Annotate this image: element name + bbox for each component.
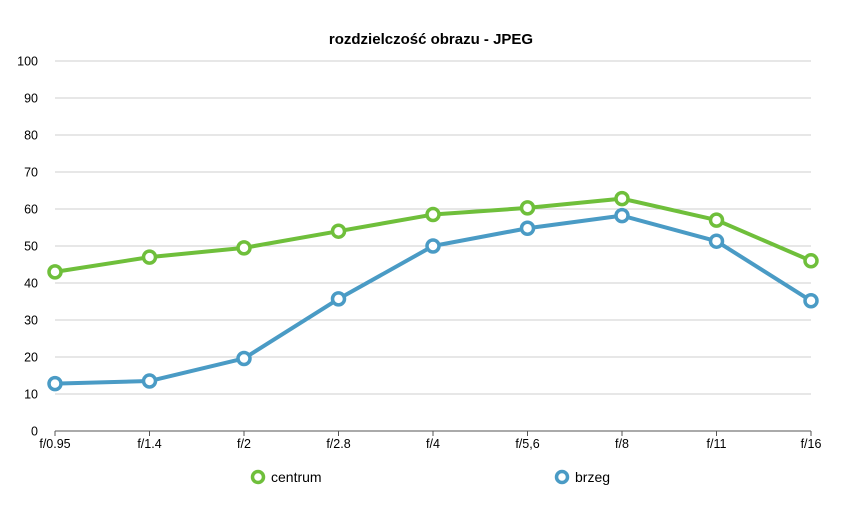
data-point — [236, 240, 252, 256]
series-layer — [47, 190, 819, 392]
x-tick-label: f/5,6 — [515, 437, 539, 451]
data-point — [519, 200, 536, 216]
y-tick-label: 20 — [24, 351, 38, 365]
legend: centrum brzeg — [250, 469, 610, 485]
series-centrum — [47, 190, 819, 280]
legend-label: centrum — [271, 469, 322, 485]
x-tick-label: f/8 — [615, 437, 629, 451]
data-point — [141, 249, 158, 265]
data-point — [425, 206, 441, 223]
data-point — [519, 220, 536, 236]
y-tick-label: 100 — [17, 55, 38, 69]
y-tick-label: 60 — [24, 203, 38, 217]
data-point — [47, 375, 63, 392]
data-point — [803, 253, 819, 269]
legend-marker — [554, 469, 570, 485]
y-tick-label: 10 — [24, 388, 38, 402]
x-tick-label: f/2.8 — [326, 437, 350, 451]
data-point — [330, 223, 347, 239]
data-point — [803, 293, 819, 309]
x-tick-label: f/16 — [801, 437, 822, 451]
x-tick-label: f/0.95 — [39, 437, 70, 451]
y-tick-label: 30 — [24, 314, 38, 328]
legend-item: centrum — [250, 469, 322, 485]
y-tick-label: 0 — [31, 425, 38, 439]
y-tick-label: 70 — [24, 166, 38, 180]
data-point — [330, 291, 347, 307]
y-axis-ticks: 0 10 20 30 40 50 60 70 80 90 100 — [17, 55, 38, 439]
data-point — [614, 190, 630, 207]
legend-label: brzeg — [575, 469, 610, 485]
y-tick-label: 40 — [24, 277, 38, 291]
data-point — [236, 350, 252, 367]
data-point — [47, 264, 63, 280]
data-point — [708, 212, 725, 228]
x-tick-label: f/4 — [426, 437, 440, 451]
data-point — [141, 373, 158, 389]
data-point — [708, 233, 725, 249]
series-brzeg — [47, 207, 819, 392]
y-tick-label: 50 — [24, 240, 38, 254]
data-point — [614, 207, 630, 224]
x-tick-label: f/1.4 — [137, 437, 161, 451]
data-point — [425, 238, 441, 254]
x-axis-ticks: f/0.95 f/1.4 f/2 f/2.8 f/4 f/5,6 f/8 f/11 f/16 — [39, 431, 821, 451]
y-tick-label: 90 — [24, 92, 38, 106]
x-tick-label: f/2 — [237, 437, 251, 451]
y-tick-label: 80 — [24, 129, 38, 143]
chart-title: rozdzielczość obrazu - JPEG — [329, 31, 533, 48]
legend-item: brzeg — [554, 469, 610, 485]
x-tick-label: f/11 — [707, 437, 727, 451]
legend-marker — [250, 469, 266, 485]
